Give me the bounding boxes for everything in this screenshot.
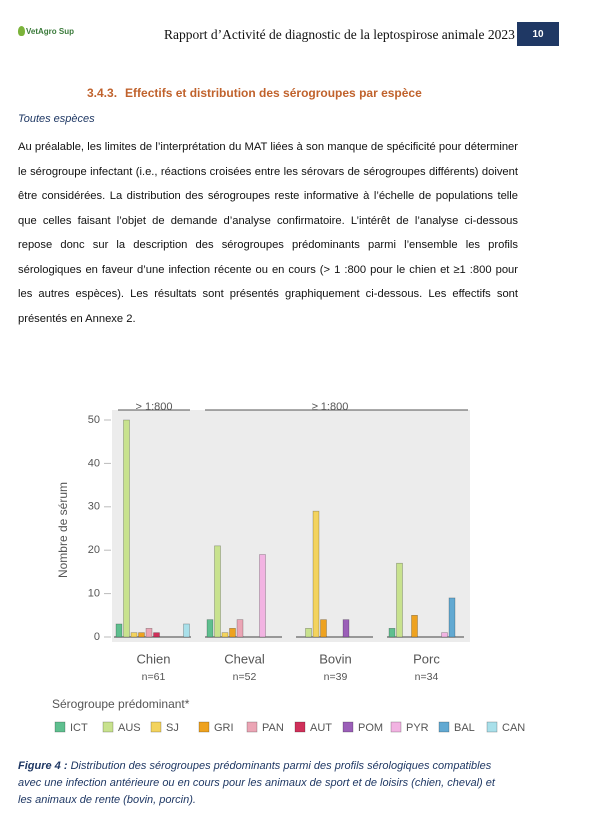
n-label: n=39	[324, 671, 348, 683]
n-label: n=34	[415, 671, 439, 683]
bar	[236, 619, 244, 638]
legend-swatch	[246, 721, 258, 733]
bar	[229, 628, 236, 638]
bar	[183, 623, 190, 638]
legend-swatch	[438, 721, 450, 733]
legend-label: SJ	[166, 722, 179, 734]
n-label: n=61	[142, 671, 166, 683]
y-tick-label: 50	[88, 414, 100, 426]
caption: Figure 4 : Distribution des sérogroupes …	[18, 758, 498, 809]
bar	[123, 419, 130, 638]
range-label: > 1:800	[135, 401, 172, 413]
section-title: Effectifs et distribution des sérogroupe…	[125, 86, 422, 100]
bar	[115, 623, 123, 638]
section-heading: 3.4.3. Effectifs et distribution des séro…	[87, 86, 430, 100]
legend-swatch	[150, 721, 162, 733]
legend-label: AUS	[118, 722, 141, 734]
bar	[206, 619, 214, 638]
bar	[312, 510, 320, 638]
x-tick-label: Chien	[137, 651, 171, 666]
legend-label: POM	[358, 722, 383, 734]
legend-swatch	[342, 721, 354, 733]
legend-label: BAL	[454, 722, 475, 734]
legend-label: GRI	[214, 722, 234, 734]
subheading: Toutes espèces	[18, 113, 95, 125]
caption-label: Figure 4 :	[18, 760, 68, 772]
range-label: ≥ 1:800	[312, 401, 349, 413]
bar	[138, 632, 145, 638]
legend-label: PAN	[262, 722, 284, 734]
bar	[396, 562, 403, 638]
y-axis-label: Nombre de sérum	[56, 482, 70, 578]
bar	[441, 632, 448, 638]
x-tick-label: Bovin	[319, 651, 352, 666]
y-tick-label: 40	[88, 457, 100, 469]
paragraph: Au préalable, les limites de l’interprét…	[18, 141, 518, 325]
legend-swatch	[486, 721, 498, 733]
bar	[259, 554, 266, 638]
y-tick-label: 10	[88, 588, 100, 600]
caption-text: Distribution des sérogroupes prédominant…	[18, 760, 495, 806]
y-tick-label: 0	[94, 631, 100, 643]
legend-swatch	[390, 721, 402, 733]
y-tick-label: 30	[88, 501, 100, 513]
section-number: 3.4.3.	[87, 86, 118, 100]
legend-label: CAN	[502, 722, 525, 734]
x-tick-label: Porc	[413, 651, 440, 666]
legend-title: Sérogroupe prédominant*	[52, 697, 190, 711]
legend-label: AUT	[310, 722, 332, 734]
header-title: Rapport d’Activité de diagnostic de la l…	[164, 27, 515, 42]
bar	[305, 628, 312, 638]
legend-swatch	[294, 721, 306, 733]
bar	[145, 628, 153, 638]
legend-swatch	[54, 721, 66, 733]
n-label: n=52	[233, 671, 257, 683]
logo: VetAgro Sup	[26, 27, 75, 36]
legend-label: PYR	[406, 722, 429, 734]
legend-swatch	[102, 721, 114, 733]
bar	[153, 632, 160, 638]
bar	[448, 597, 456, 638]
bar	[214, 545, 221, 638]
bar	[388, 628, 396, 638]
plot-background	[112, 410, 470, 642]
chart: Nombre de sérum > 1:800 ≥ 1:800 Sérogrou…	[52, 401, 525, 734]
bar	[342, 619, 350, 638]
legend-swatch	[198, 721, 210, 733]
bar	[320, 619, 327, 638]
page-number: 10	[517, 22, 559, 46]
x-tick-label: Cheval	[224, 651, 265, 666]
logo-icon	[18, 26, 25, 36]
bar	[130, 632, 138, 638]
bar	[221, 632, 229, 638]
y-tick-label: 20	[88, 544, 100, 556]
bar	[411, 615, 418, 638]
legend-label: ICT	[70, 722, 88, 734]
